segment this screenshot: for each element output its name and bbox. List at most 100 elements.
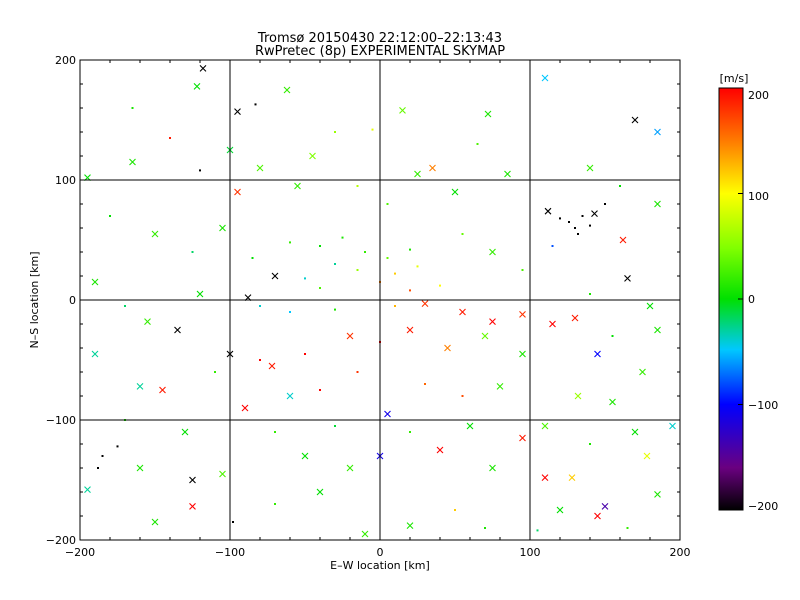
data-point-dot (289, 311, 291, 313)
data-point-cross (268, 362, 276, 370)
data-point-cross (444, 344, 451, 352)
data-point-dot (274, 503, 276, 505)
data-point-cross (654, 128, 661, 136)
data-point-dot (341, 236, 344, 239)
data-point-cross (196, 290, 204, 298)
y-tick-label: 100 (55, 174, 76, 187)
data-point-dot (169, 137, 171, 139)
data-point-cross (346, 332, 354, 340)
data-point-cross (594, 512, 601, 520)
data-point-dot (116, 445, 119, 448)
data-point-cross (91, 350, 99, 358)
data-point-cross (669, 422, 676, 430)
colorbar-tick-label: −200 (748, 500, 778, 513)
colorbar-tick-label: 0 (748, 293, 755, 306)
data-points (84, 65, 676, 538)
data-point-cross (234, 188, 241, 196)
data-point-cross (594, 350, 601, 358)
data-point-dot (356, 185, 359, 187)
colorbar-unit-label: [m/s] (720, 72, 749, 85)
data-point-cross (189, 503, 196, 510)
data-point-dot (254, 103, 257, 106)
data-point-dot (319, 287, 321, 289)
data-point-cross (406, 522, 414, 529)
data-point-dot (619, 185, 621, 187)
data-point-dot (304, 353, 306, 355)
data-point-cross (219, 224, 226, 232)
data-point-cross (421, 300, 429, 307)
data-point-cross (159, 386, 166, 394)
data-point-cross (199, 65, 207, 72)
data-point-dot (521, 269, 524, 271)
data-point-cross (399, 107, 406, 114)
data-point-dot (589, 224, 591, 227)
data-point-dot (604, 203, 606, 205)
data-point-cross (283, 86, 291, 94)
data-point-cross (654, 491, 661, 498)
data-point-dot (131, 107, 134, 109)
data-point-cross (489, 248, 496, 256)
data-point-dot (409, 248, 411, 251)
data-point-cross (361, 530, 369, 538)
data-point-cross (144, 318, 151, 325)
data-point-cross (189, 476, 196, 484)
x-axis-label: E–W location [km] (330, 559, 430, 572)
data-point-cross (384, 410, 391, 418)
data-point-dot (259, 305, 261, 307)
y-tick-label: 0 (69, 294, 76, 307)
data-point-dot (589, 443, 591, 445)
data-point-dot (356, 269, 359, 271)
data-point-dot (454, 509, 456, 511)
data-point-cross (556, 506, 564, 514)
y-tick-label: 200 (55, 54, 76, 67)
data-point-dot (334, 131, 336, 133)
data-point-dot (356, 371, 359, 373)
data-point-dot (191, 251, 194, 253)
colorbar-tick-label: 100 (748, 190, 769, 203)
data-point-dot (394, 305, 396, 307)
data-point-cross (316, 488, 324, 496)
data-point-cross (571, 314, 579, 322)
data-point-cross (541, 474, 549, 481)
data-point-dot (626, 527, 629, 529)
data-point-cross (436, 446, 444, 454)
data-point-cross (346, 464, 354, 472)
data-point-cross (241, 404, 249, 412)
data-point-dot (461, 233, 464, 235)
data-point-dot (559, 217, 561, 220)
data-point-cross (91, 278, 99, 286)
tick-marks (79, 59, 681, 541)
data-point-dot (574, 227, 576, 229)
data-point-dot (274, 431, 276, 433)
data-point-cross (301, 452, 309, 460)
data-point-cross (654, 326, 661, 334)
data-point-dot (334, 425, 336, 427)
data-point-dot (109, 215, 111, 217)
grid-lines (80, 60, 680, 540)
data-point-dot (319, 245, 321, 247)
data-point-cross (406, 326, 414, 334)
x-tick-label: 200 (670, 546, 691, 559)
y-tick-label: −100 (46, 414, 76, 427)
data-point-cross (414, 170, 421, 178)
data-point-cross (586, 164, 594, 172)
data-point-cross (429, 164, 436, 172)
data-point-cross (181, 428, 189, 436)
data-point-cross (591, 210, 598, 217)
data-point-cross (631, 116, 639, 124)
data-point-cross (654, 200, 661, 208)
data-point-dot (199, 169, 201, 172)
data-point-cross (519, 350, 526, 358)
colorbar-tick-label: −100 (748, 399, 778, 412)
data-point-cross (504, 170, 511, 178)
y-axis-label: N–S location [km] (28, 251, 41, 348)
data-point-cross (544, 207, 552, 215)
x-tick-label: −100 (215, 546, 245, 559)
data-point-cross (549, 320, 556, 328)
data-point-cross (574, 392, 582, 400)
data-point-dot (214, 371, 216, 373)
data-point-cross (496, 383, 504, 390)
data-point-dot (439, 284, 441, 287)
data-point-cross (136, 383, 144, 390)
